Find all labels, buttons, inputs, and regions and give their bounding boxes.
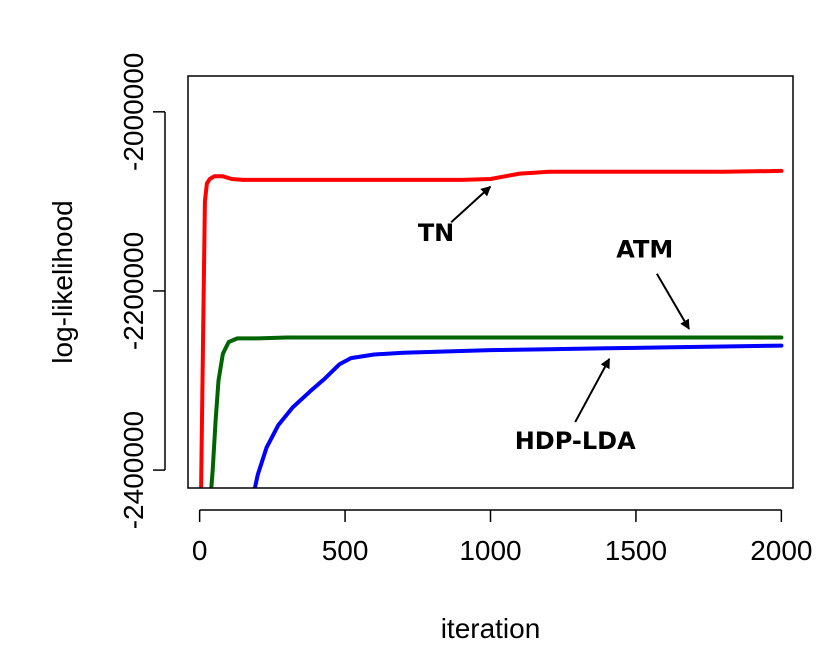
series-line-atm bbox=[209, 335, 784, 488]
annotation-label-atm: ATM bbox=[616, 235, 673, 263]
annotation-label-tn: TN bbox=[418, 219, 454, 247]
y-tick-label: -2400000 bbox=[118, 411, 149, 529]
annotation-arrow-hdp-lda bbox=[574, 357, 611, 423]
x-tick-label: 2000 bbox=[750, 535, 812, 566]
y-tick-label: -2200000 bbox=[118, 232, 149, 350]
y-tick-label: -2000000 bbox=[118, 53, 149, 171]
series-line-hdp-lda bbox=[252, 343, 784, 488]
x-tick-label: 500 bbox=[322, 535, 369, 566]
x-tick-label: 1000 bbox=[459, 535, 521, 566]
x-tick-label: 0 bbox=[192, 535, 208, 566]
axes-layer: 0 500 1000 1500 2000 -2400000 -2200000 -2000000 bbox=[118, 53, 813, 566]
x-tick-label: 1500 bbox=[605, 535, 667, 566]
series-line-tn bbox=[199, 168, 784, 488]
x-axis-label: iteration bbox=[441, 613, 541, 644]
series-layer bbox=[199, 168, 784, 488]
annotation-label-hdp-lda: HDP-LDA bbox=[515, 427, 636, 455]
annotation-arrow-atm bbox=[656, 273, 690, 330]
y-axis-label: log-likelihood bbox=[47, 200, 78, 363]
annotation-arrow-tn bbox=[450, 185, 492, 223]
plot-area-frame bbox=[187, 75, 794, 489]
annotation-layer: TN ATM HDP-LDA bbox=[418, 185, 690, 455]
